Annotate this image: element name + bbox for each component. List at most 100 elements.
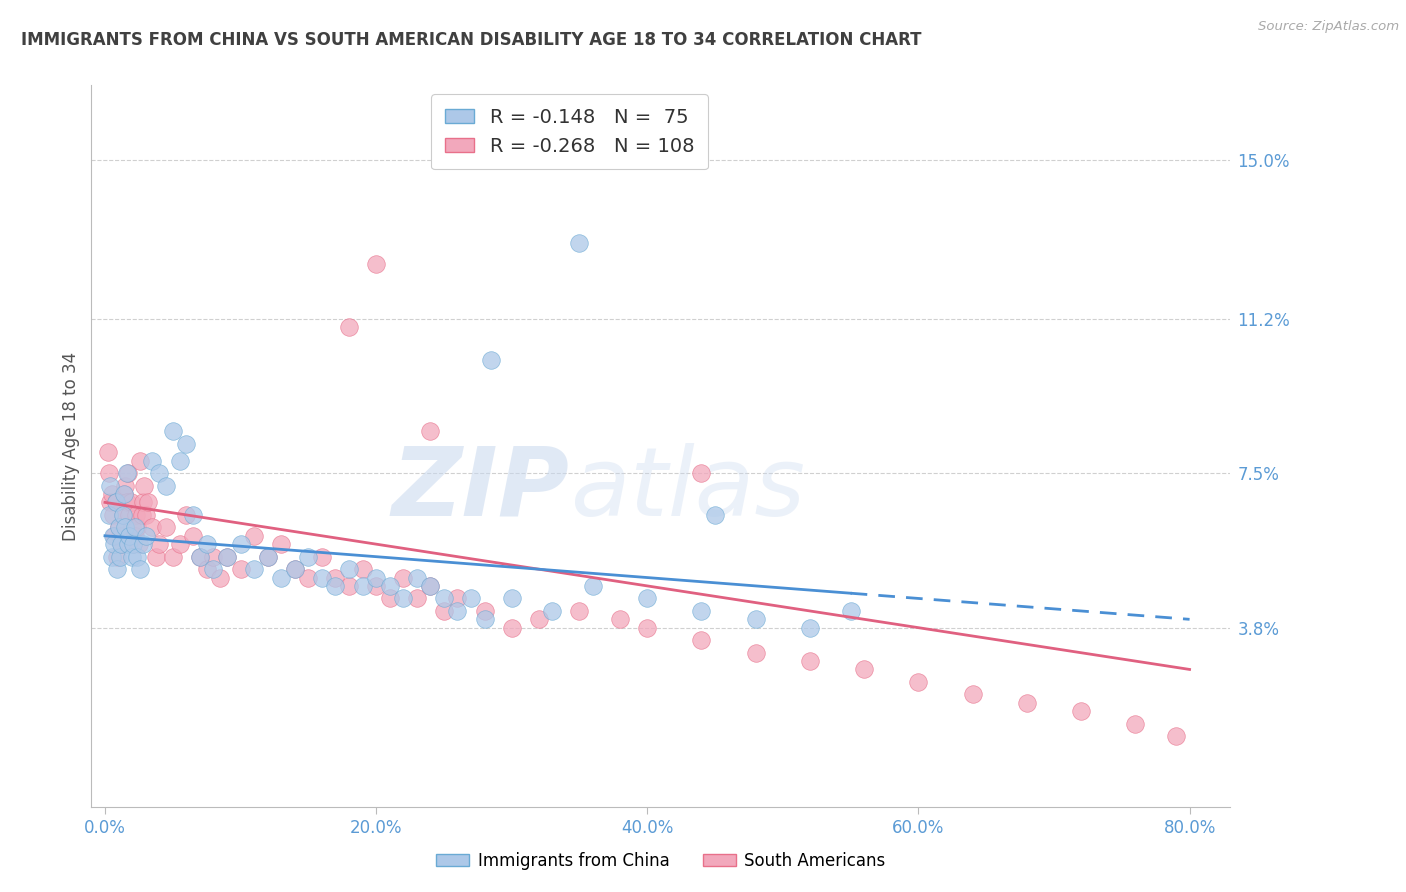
Text: IMMIGRANTS FROM CHINA VS SOUTH AMERICAN DISABILITY AGE 18 TO 34 CORRELATION CHAR: IMMIGRANTS FROM CHINA VS SOUTH AMERICAN … bbox=[21, 31, 921, 49]
Point bbox=[962, 688, 984, 702]
Point bbox=[1015, 696, 1038, 710]
Point bbox=[690, 633, 713, 648]
Point bbox=[297, 570, 319, 584]
Point bbox=[103, 529, 125, 543]
Point bbox=[124, 520, 146, 534]
Point bbox=[127, 520, 149, 534]
Point bbox=[188, 549, 211, 564]
Point bbox=[195, 537, 218, 551]
Point bbox=[202, 562, 225, 576]
Point bbox=[103, 537, 125, 551]
Point bbox=[501, 621, 523, 635]
Point bbox=[141, 520, 163, 534]
Point bbox=[108, 549, 131, 564]
Point bbox=[117, 537, 139, 551]
Point bbox=[101, 529, 124, 543]
Point bbox=[1070, 704, 1092, 718]
Point bbox=[284, 562, 307, 576]
Point bbox=[419, 425, 441, 439]
Point bbox=[541, 604, 564, 618]
Point bbox=[366, 257, 388, 271]
Point bbox=[132, 495, 155, 509]
Point bbox=[114, 478, 136, 492]
Point bbox=[112, 487, 135, 501]
Point bbox=[433, 591, 456, 606]
Point bbox=[745, 612, 768, 626]
Point bbox=[229, 562, 252, 576]
Point bbox=[311, 549, 333, 564]
Point bbox=[138, 495, 160, 509]
Point bbox=[366, 570, 388, 584]
Point bbox=[148, 537, 170, 551]
Point bbox=[169, 453, 191, 467]
Text: Source: ZipAtlas.com: Source: ZipAtlas.com bbox=[1258, 20, 1399, 33]
Point bbox=[105, 549, 128, 564]
Point bbox=[337, 562, 360, 576]
Point bbox=[325, 570, 347, 584]
Point bbox=[202, 549, 225, 564]
Point bbox=[129, 453, 152, 467]
Point bbox=[124, 529, 146, 543]
Point bbox=[311, 570, 333, 584]
Point bbox=[690, 604, 713, 618]
Point bbox=[378, 591, 401, 606]
Point bbox=[174, 508, 197, 522]
Point bbox=[501, 591, 523, 606]
Point bbox=[98, 478, 122, 492]
Point bbox=[122, 537, 145, 551]
Point bbox=[104, 495, 127, 509]
Legend: R = -0.148   N =  75, R = -0.268   N = 108: R = -0.148 N = 75, R = -0.268 N = 108 bbox=[432, 95, 709, 169]
Point bbox=[284, 562, 307, 576]
Point bbox=[405, 570, 427, 584]
Point bbox=[527, 612, 550, 626]
Point bbox=[169, 537, 191, 551]
Point bbox=[215, 549, 238, 564]
Point bbox=[1125, 716, 1147, 731]
Point bbox=[155, 520, 177, 534]
Point bbox=[392, 570, 415, 584]
Point bbox=[582, 579, 605, 593]
Point bbox=[162, 549, 184, 564]
Point bbox=[636, 621, 658, 635]
Point bbox=[145, 549, 167, 564]
Point bbox=[392, 591, 415, 606]
Point bbox=[229, 537, 252, 551]
Point bbox=[325, 579, 347, 593]
Point bbox=[162, 425, 184, 439]
Point bbox=[121, 549, 143, 564]
Point bbox=[270, 570, 292, 584]
Point bbox=[98, 495, 122, 509]
Point bbox=[135, 508, 157, 522]
Point bbox=[256, 549, 278, 564]
Point bbox=[446, 604, 468, 618]
Point bbox=[181, 508, 204, 522]
Point bbox=[128, 537, 150, 551]
Point bbox=[270, 537, 292, 551]
Point bbox=[131, 508, 153, 522]
Point bbox=[120, 495, 142, 509]
Point bbox=[853, 662, 876, 676]
Point bbox=[148, 466, 170, 480]
Point bbox=[101, 508, 124, 522]
Point bbox=[405, 591, 427, 606]
Point bbox=[110, 537, 132, 551]
Point bbox=[121, 520, 143, 534]
Point bbox=[337, 320, 360, 334]
Point bbox=[474, 604, 496, 618]
Point bbox=[195, 562, 218, 576]
Point bbox=[297, 549, 319, 564]
Point bbox=[243, 562, 266, 576]
Point bbox=[104, 495, 127, 509]
Point bbox=[108, 529, 131, 543]
Point bbox=[155, 478, 177, 492]
Point bbox=[479, 353, 502, 368]
Point bbox=[174, 437, 197, 451]
Point bbox=[135, 529, 157, 543]
Point bbox=[118, 508, 141, 522]
Point bbox=[799, 654, 821, 668]
Point bbox=[111, 508, 134, 522]
Point bbox=[117, 466, 139, 480]
Point bbox=[907, 675, 929, 690]
Point bbox=[419, 579, 441, 593]
Point bbox=[107, 520, 129, 534]
